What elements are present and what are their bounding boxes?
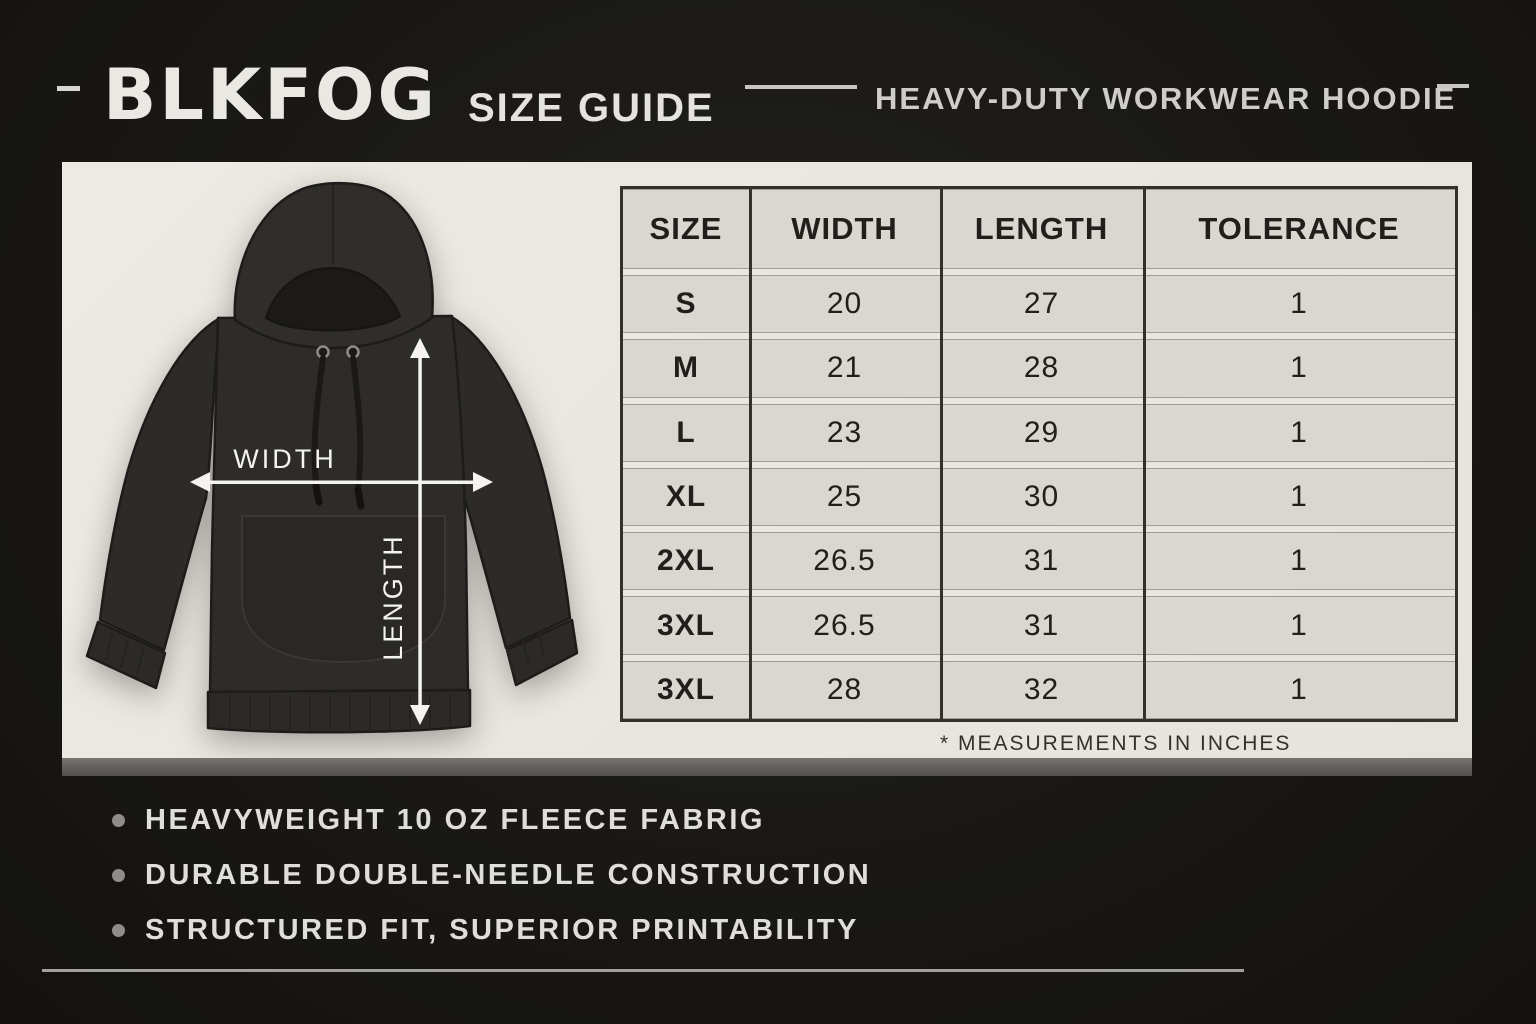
feature-text: DURABLE DOUBLE-NEEDLE CONSTRUCTION: [145, 859, 872, 891]
feature-text: HEAVYWEIGHT 10 OZ FLEECE FABRIG: [145, 804, 765, 836]
value-cell: 28: [940, 339, 1143, 398]
size-cell: 3XL: [623, 596, 749, 655]
feature-list: HEAVYWEIGHT 10 OZ FLEECE FABRIG DURABLE D…: [112, 793, 871, 958]
feature-text: STRUCTURED FIT, SUPERIOR PRINTABILITY: [145, 914, 859, 946]
value-cell: 1: [1143, 660, 1455, 719]
feature-item: STRUCTURED FIT, SUPERIOR PRINTABILITY: [112, 903, 871, 958]
value-cell: 1: [1143, 596, 1455, 655]
header-divider-line: [745, 85, 857, 89]
size-table: SIZE WIDTH LENGTH TOLERANCE S 20 27 1 M 21 28 1 L 23 2…: [620, 186, 1458, 722]
value-cell: 31: [940, 596, 1143, 655]
width-arrow-icon: [190, 472, 493, 492]
size-cell: 2XL: [623, 532, 749, 591]
length-label: LENGTH: [378, 533, 408, 661]
value-cell: 1: [1143, 532, 1455, 591]
size-cell: XL: [623, 467, 749, 527]
value-cell: 30: [940, 467, 1143, 527]
value-cell: 27: [940, 275, 1143, 334]
bottom-divider-line: [42, 969, 1244, 972]
feature-item: DURABLE DOUBLE-NEEDLE CONSTRUCTION: [112, 848, 871, 903]
column-divider: [749, 189, 752, 719]
page-title: SIZE GUIDE: [468, 86, 715, 130]
size-cell: M: [623, 339, 749, 398]
size-cell: L: [623, 403, 749, 462]
value-cell: 26.5: [749, 596, 940, 655]
measurements-footnote: * MEASUREMENTS IN INCHES: [940, 732, 1292, 755]
value-cell: 20: [749, 275, 940, 334]
column-header: WIDTH: [749, 189, 940, 269]
value-cell: 1: [1143, 339, 1455, 398]
hoodie-illustration: [85, 181, 579, 734]
value-cell: 1: [1143, 467, 1455, 527]
column-header: LENGTH: [940, 189, 1143, 269]
value-cell: 21: [749, 339, 940, 398]
content-panel: WIDTH LENGTH SIZE WIDTH LENGTH TOLERANCE S 20…: [62, 162, 1472, 758]
value-cell: 29: [940, 403, 1143, 462]
value-cell: 1: [1143, 275, 1455, 334]
brand-logo: BLKFOG: [103, 54, 438, 136]
size-cell: S: [623, 275, 749, 334]
bullet-icon: [112, 869, 125, 882]
value-cell: 31: [940, 532, 1143, 591]
size-cell: 3XL: [623, 660, 749, 719]
value-cell: 25: [749, 467, 940, 527]
value-cell: 23: [749, 403, 940, 462]
bullet-icon: [112, 814, 125, 827]
column-divider: [940, 189, 943, 719]
value-cell: 26.5: [749, 532, 940, 591]
column-divider: [1143, 189, 1146, 719]
length-arrow-icon: [410, 338, 430, 725]
value-cell: 1: [1143, 403, 1455, 462]
panel-shadow-edge: [62, 758, 1472, 776]
hoodie-diagram: WIDTH LENGTH: [85, 181, 579, 734]
product-subtitle: HEAVY-DUTY WORKWEAR HOODIE: [875, 81, 1457, 116]
header-right-dash-icon: [1437, 84, 1469, 88]
feature-item: HEAVYWEIGHT 10 OZ FLEECE FABRIG: [112, 793, 871, 848]
value-cell: 28: [749, 660, 940, 719]
value-cell: 32: [940, 660, 1143, 719]
header-left-dash-icon: [57, 86, 80, 91]
width-label: WIDTH: [233, 444, 336, 474]
column-header: SIZE: [623, 189, 749, 269]
bullet-icon: [112, 924, 125, 937]
column-header: TOLERANCE: [1143, 189, 1455, 269]
